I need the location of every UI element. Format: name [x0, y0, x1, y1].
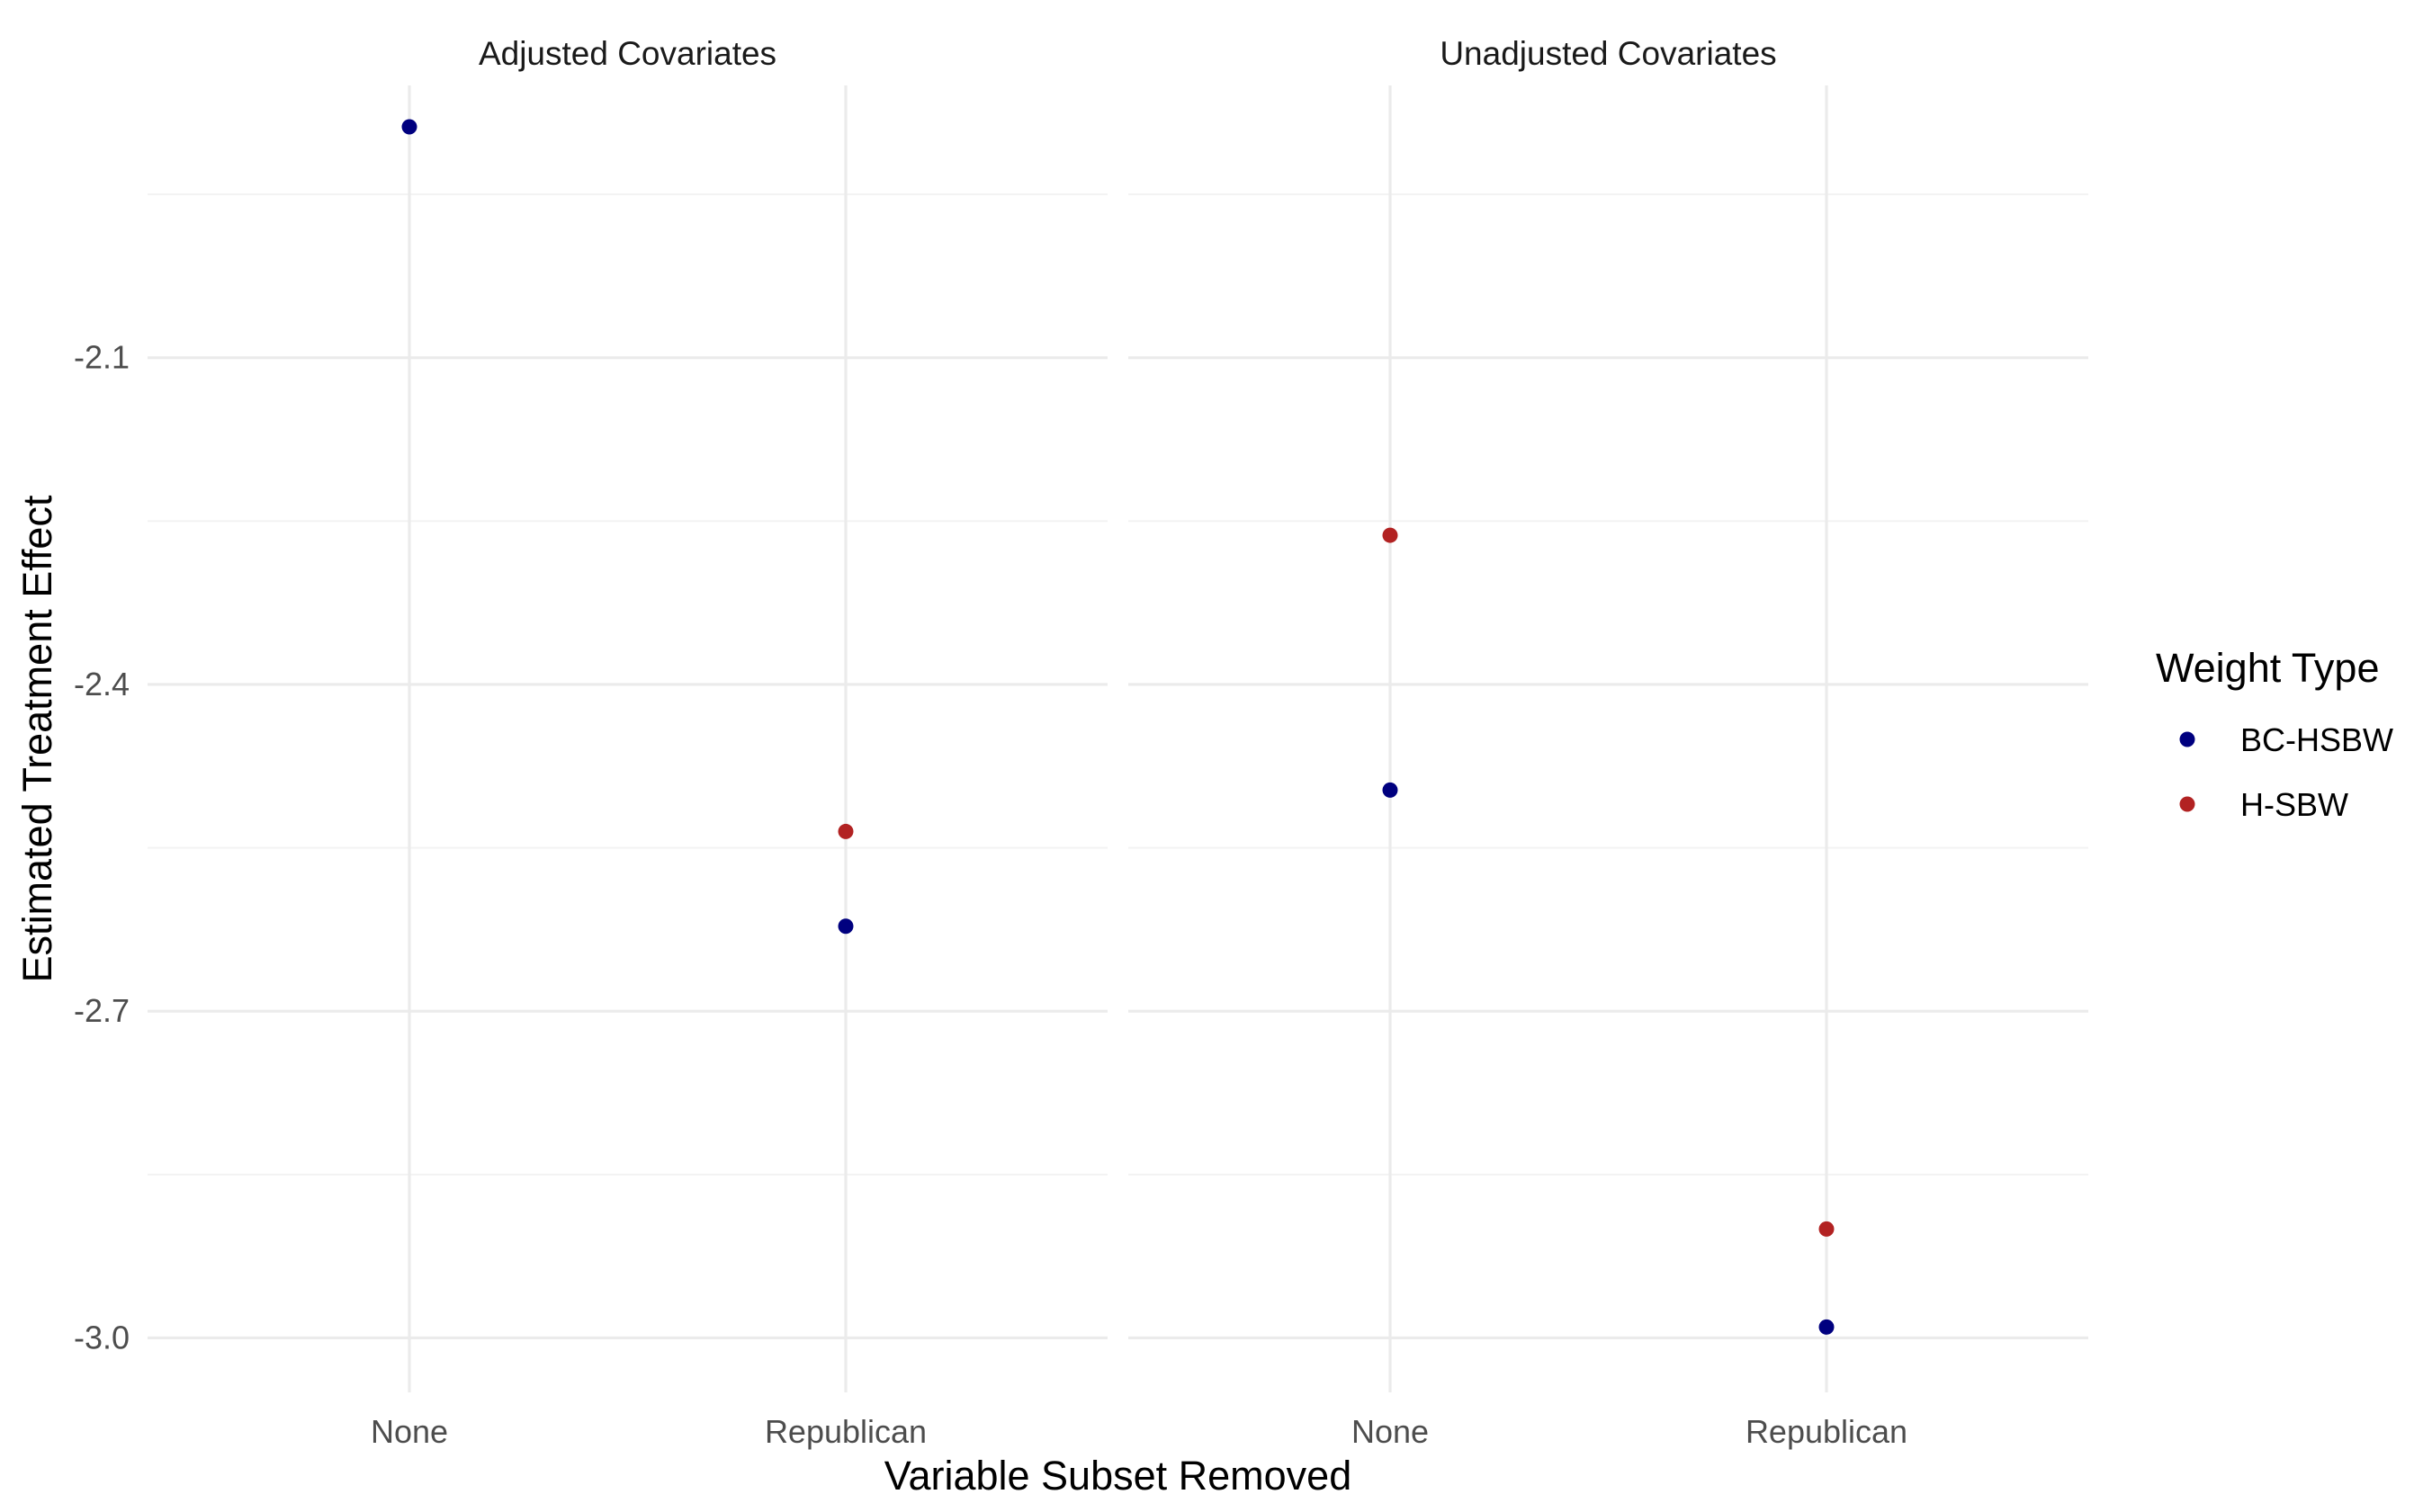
legend-entries: BC-HSBW H-SBW	[2179, 721, 2393, 823]
panel-points	[1382, 527, 1835, 1335]
legend-entry: BC-HSBW	[2179, 721, 2393, 758]
legend-title: Weight Type	[2156, 645, 2380, 691]
legend-key	[2179, 796, 2195, 812]
point-bc-hsbw-republican	[1818, 1319, 1835, 1335]
y-tick-labels: -3.0 -2.7 -2.4 -2.1	[74, 339, 130, 1356]
x-tick-label: None	[1351, 1413, 1429, 1450]
y-tick-label: -2.7	[74, 992, 130, 1029]
panel-points	[401, 119, 854, 935]
x-tick-labels: None Republican	[371, 1413, 927, 1450]
panel-grid	[148, 85, 1108, 1392]
y-axis-title: Estimated Treatment Effect	[14, 495, 60, 982]
legend-label: H-SBW	[2240, 786, 2348, 823]
y-tick-label: -2.4	[74, 666, 130, 702]
x-tick-label: Republican	[1745, 1413, 1907, 1450]
point-h-sbw-none	[1382, 527, 1398, 543]
legend-entry: H-SBW	[2179, 786, 2348, 823]
point-bc-hsbw-none	[1382, 782, 1398, 798]
y-tick-label: -2.1	[74, 339, 130, 376]
legend-label: BC-HSBW	[2240, 721, 2393, 758]
panel-grid	[1128, 85, 2088, 1392]
x-axis-title: Variable Subset Removed	[884, 1453, 1351, 1499]
strip-label: Unadjusted Covariates	[1440, 35, 1776, 72]
point-h-sbw-republican	[838, 823, 854, 839]
panel-unadjusted-covariates: Unadjusted Covariates None Republican	[1128, 35, 2088, 1450]
y-tick-label: -3.0	[74, 1319, 130, 1355]
x-tick-label: Republican	[765, 1413, 927, 1450]
x-tick-label: None	[371, 1413, 448, 1450]
legend-key	[2179, 731, 2195, 747]
x-tick-labels: None Republican	[1351, 1413, 1907, 1450]
legend: Weight Type BC-HSBW H-SBW	[2156, 645, 2393, 823]
panel-adjusted-covariates: Adjusted Covariates None Republican	[148, 35, 1108, 1450]
point-bc-hsbw-republican	[838, 918, 854, 935]
point-bc-hsbw-none	[401, 119, 417, 135]
point-h-sbw-republican	[1818, 1221, 1835, 1237]
strip-label: Adjusted Covariates	[479, 35, 776, 72]
